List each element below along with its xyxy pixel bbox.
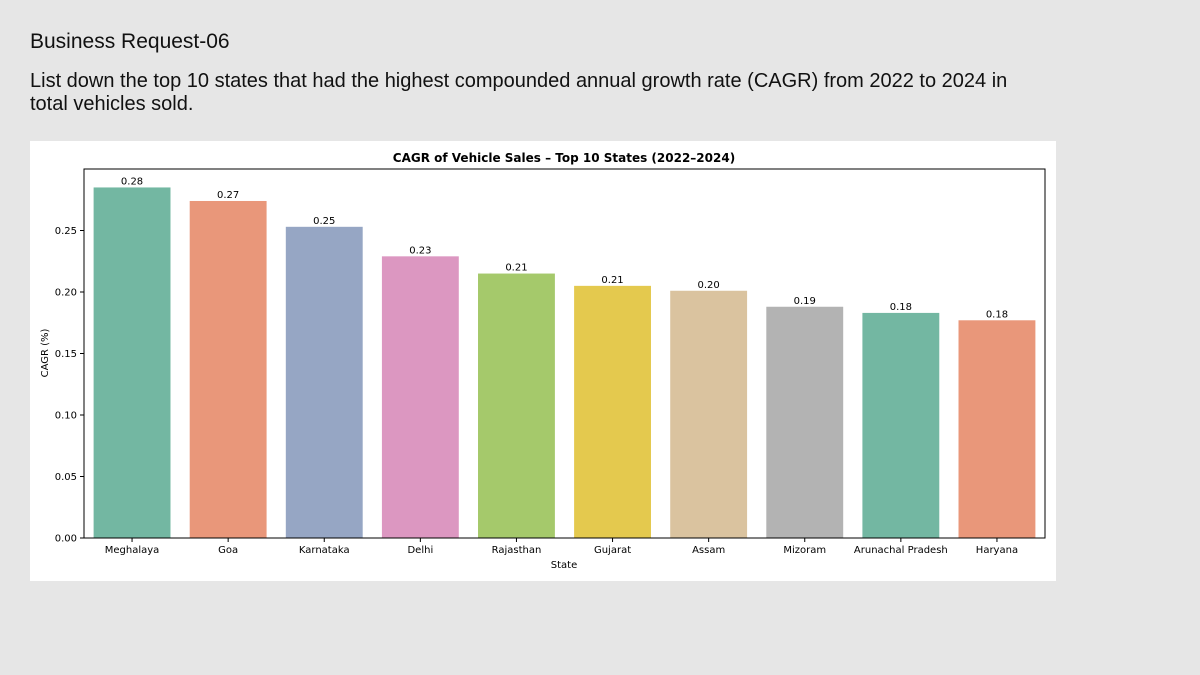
y-axis: 0.00 0.05 0.10 0.15 0.20 0.25: [55, 226, 84, 545]
bar-goa: [189, 200, 267, 539]
y-tick-label: 0.20: [55, 288, 77, 299]
bar-assam: [670, 290, 748, 538]
data-label: 0.23: [409, 245, 431, 256]
cagr-bar-chart: CAGR of Vehicle Sales – Top 10 States (2…: [40, 151, 1046, 571]
x-tick-label: Assam: [692, 545, 725, 556]
y-tick-label: 0.00: [55, 534, 77, 545]
data-label: 0.19: [794, 296, 816, 307]
x-tick-label: Delhi: [407, 545, 433, 556]
y-tick-label: 0.05: [55, 472, 77, 483]
data-label: 0.27: [217, 190, 239, 201]
y-tick-label: 0.10: [55, 411, 77, 422]
bar-arunachal-pradesh: [862, 312, 940, 538]
bar-delhi: [381, 256, 459, 538]
bar-gujarat: [574, 285, 651, 538]
y-axis-label: CAGR (%): [40, 328, 51, 377]
x-tick-label: Arunachal Pradesh: [854, 545, 948, 556]
y-tick-label: 0.25: [55, 226, 77, 237]
y-tick-label: 0.15: [55, 349, 77, 360]
bars-layer: 0.28 0.27 0.25 0.23 0.21 0.21 0.20 0.19 0.18 0.18: [93, 176, 1036, 539]
x-tick-label: Rajasthan: [492, 545, 542, 556]
data-label: 0.21: [505, 263, 527, 274]
data-label: 0.25: [313, 216, 335, 227]
data-label: 0.18: [986, 309, 1008, 320]
x-axis: Meghalaya Goa Karnataka Delhi Rajasthan Gujar…: [105, 538, 1018, 556]
chart-title: CAGR of Vehicle Sales – Top 10 States (2…: [393, 151, 735, 165]
bar-meghalaya: [93, 187, 171, 538]
x-tick-label: Goa: [218, 545, 238, 556]
x-tick-label: Mizoram: [783, 545, 826, 556]
bar-karnataka: [285, 226, 363, 538]
data-label: 0.20: [698, 280, 720, 291]
x-axis-label: State: [551, 560, 577, 571]
bar-rajasthan: [478, 273, 555, 538]
x-tick-label: Karnataka: [299, 545, 350, 556]
x-tick-label: Gujarat: [594, 545, 631, 556]
data-label: 0.18: [890, 302, 912, 313]
x-tick-label: Meghalaya: [105, 545, 160, 556]
data-label: 0.28: [121, 176, 143, 187]
bar-haryana: [958, 320, 1036, 538]
data-label: 0.21: [601, 275, 623, 286]
slide-description: List down the top 10 states that had the…: [30, 70, 1008, 115]
chart-panel: CAGR of Vehicle Sales – Top 10 States (2…: [30, 141, 1056, 581]
x-tick-label: Haryana: [976, 545, 1018, 556]
bar-mizoram: [766, 306, 844, 538]
plot-frame: [83, 168, 1046, 539]
slide-title: Business Request-06: [30, 30, 230, 53]
